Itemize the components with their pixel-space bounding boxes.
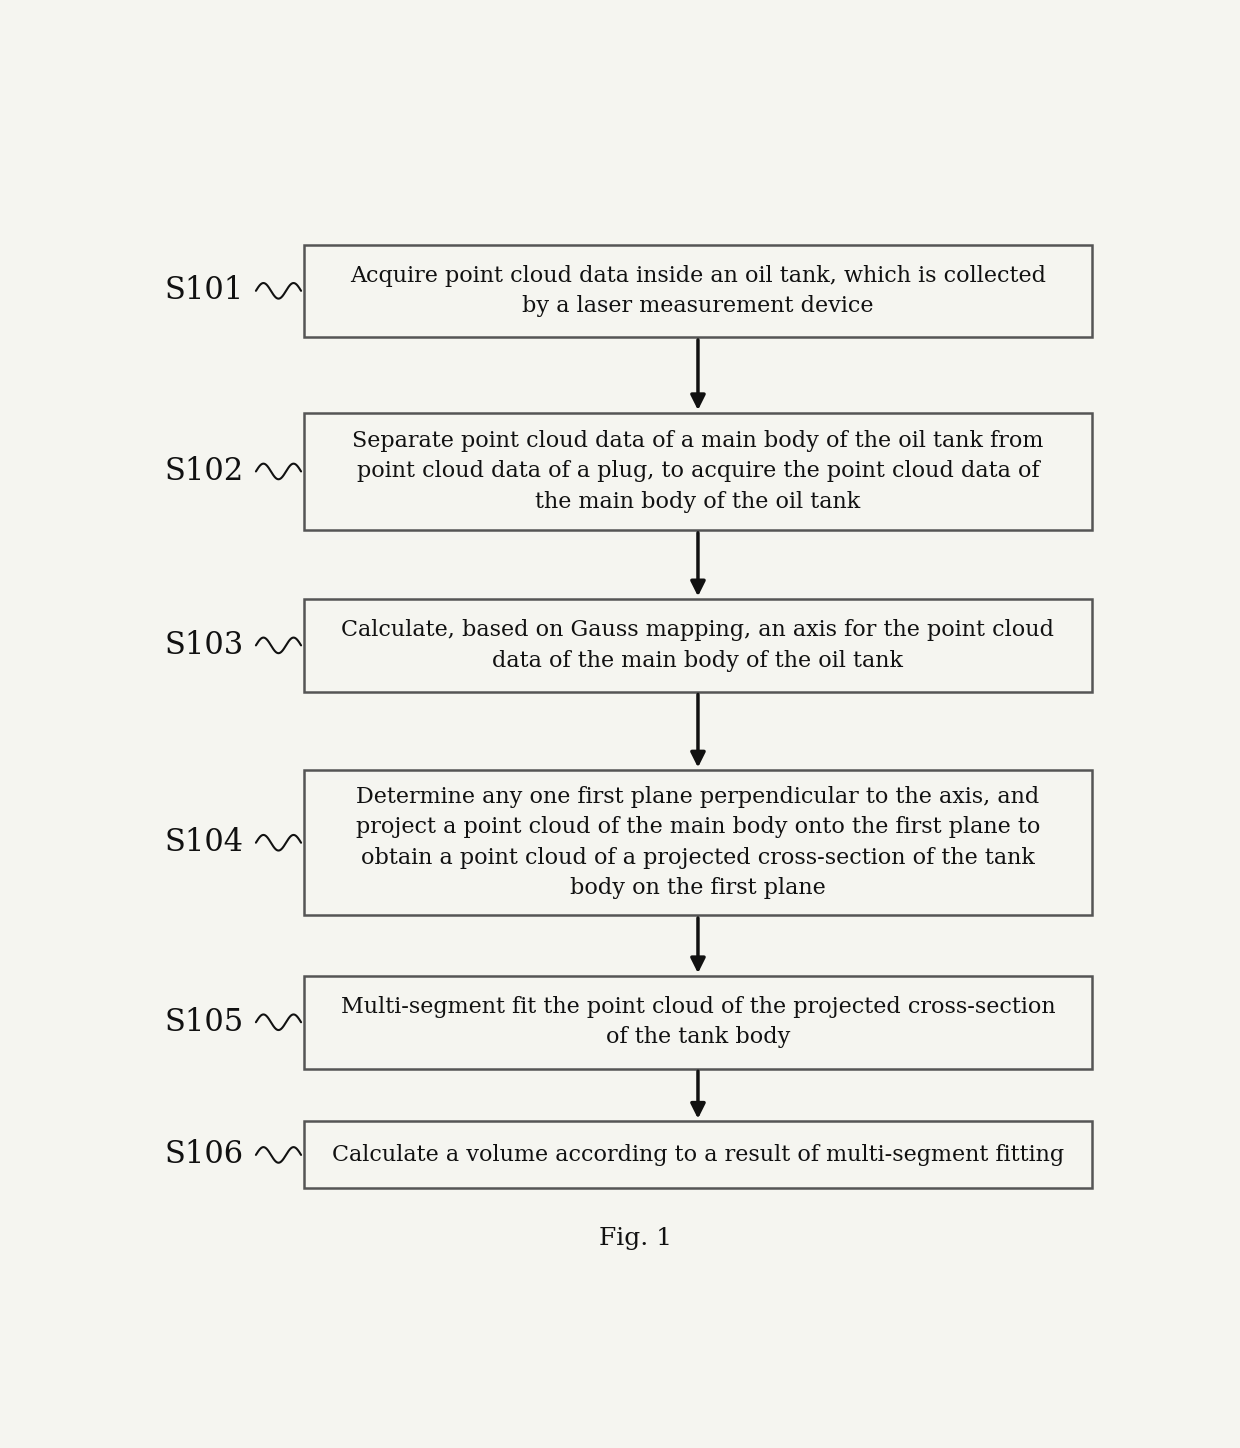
FancyBboxPatch shape <box>304 245 1092 337</box>
Text: S101: S101 <box>165 275 244 307</box>
Text: Acquire point cloud data inside an oil tank, which is collected
by a laser measu: Acquire point cloud data inside an oil t… <box>350 265 1047 317</box>
Text: S102: S102 <box>165 456 244 487</box>
Text: Determine any one first plane perpendicular to the axis, and
project a point clo: Determine any one first plane perpendicu… <box>356 786 1040 899</box>
Text: Calculate, based on Gauss mapping, an axis for the point cloud
data of the main : Calculate, based on Gauss mapping, an ax… <box>341 620 1054 672</box>
FancyBboxPatch shape <box>304 976 1092 1069</box>
FancyBboxPatch shape <box>304 1121 1092 1189</box>
Text: Multi-segment fit the point cloud of the projected cross-section
of the tank bod: Multi-segment fit the point cloud of the… <box>341 996 1055 1048</box>
Text: S106: S106 <box>165 1140 244 1170</box>
Text: Separate point cloud data of a main body of the oil tank from
point cloud data o: Separate point cloud data of a main body… <box>352 430 1044 513</box>
Text: S105: S105 <box>165 1006 244 1038</box>
Text: Calculate a volume according to a result of multi-segment fitting: Calculate a volume according to a result… <box>332 1144 1064 1166</box>
FancyBboxPatch shape <box>304 599 1092 692</box>
Text: S104: S104 <box>165 827 243 859</box>
FancyBboxPatch shape <box>304 413 1092 530</box>
Text: Fig. 1: Fig. 1 <box>599 1226 672 1250</box>
Text: S103: S103 <box>165 630 244 660</box>
FancyBboxPatch shape <box>304 770 1092 915</box>
